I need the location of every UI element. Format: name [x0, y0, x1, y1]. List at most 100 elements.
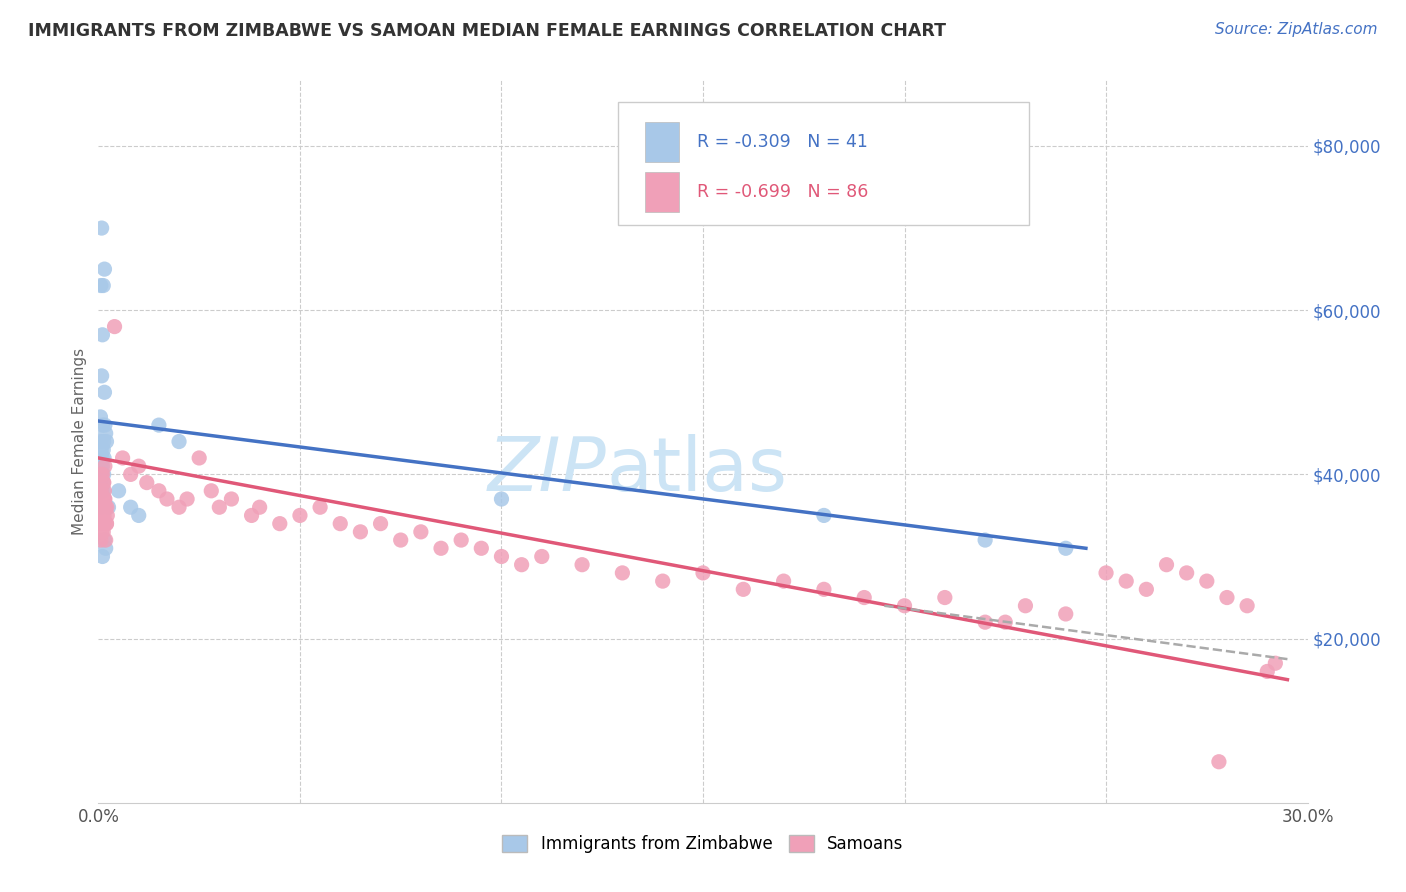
- Point: [96, 516, 118, 531]
- Text: ZIP: ZIP: [488, 434, 606, 507]
- Point: [1216, 591, 1239, 605]
- Point: [91, 418, 114, 433]
- Point: [111, 450, 134, 465]
- Point: [128, 459, 150, 474]
- Point: [430, 541, 453, 556]
- Point: [389, 533, 412, 547]
- Point: [349, 524, 371, 539]
- Point: [91, 442, 114, 457]
- Point: [93, 500, 115, 515]
- Point: [89, 475, 111, 490]
- Point: [156, 491, 179, 506]
- Text: atlas: atlas: [606, 434, 787, 507]
- Point: [94, 426, 117, 441]
- Point: [94, 418, 117, 433]
- Point: [1014, 599, 1036, 613]
- Point: [90, 434, 112, 449]
- Point: [370, 516, 392, 531]
- Point: [93, 533, 115, 547]
- Point: [93, 491, 115, 506]
- Point: [208, 500, 231, 515]
- Text: R = -0.699   N = 86: R = -0.699 N = 86: [697, 183, 869, 202]
- Point: [91, 475, 114, 490]
- Point: [120, 500, 142, 515]
- Point: [221, 491, 243, 506]
- Point: [89, 409, 111, 424]
- Point: [91, 327, 114, 342]
- Point: [93, 467, 115, 482]
- Point: [90, 516, 112, 531]
- Point: [813, 508, 835, 523]
- Point: [93, 483, 115, 498]
- Point: [651, 574, 673, 588]
- Y-axis label: Median Female Earnings: Median Female Earnings: [72, 348, 87, 535]
- Point: [96, 516, 118, 531]
- Point: [974, 615, 997, 630]
- Point: [96, 434, 118, 449]
- Point: [91, 508, 114, 523]
- Point: [269, 516, 291, 531]
- Point: [974, 533, 997, 547]
- Point: [93, 508, 115, 523]
- Point: [450, 533, 472, 547]
- Point: [1256, 665, 1278, 679]
- Point: [530, 549, 553, 564]
- Point: [94, 541, 117, 556]
- FancyBboxPatch shape: [645, 172, 679, 212]
- Point: [853, 591, 876, 605]
- Point: [1054, 607, 1077, 621]
- Point: [93, 434, 115, 449]
- Point: [288, 508, 311, 523]
- Point: [994, 615, 1017, 630]
- Point: [1175, 566, 1198, 580]
- Point: [94, 491, 117, 506]
- Point: [93, 475, 115, 490]
- Point: [148, 483, 170, 498]
- Point: [90, 221, 112, 235]
- Point: [91, 500, 114, 515]
- Point: [91, 459, 114, 474]
- Point: [1208, 755, 1230, 769]
- Point: [167, 434, 190, 449]
- Point: [94, 533, 117, 547]
- Point: [90, 533, 112, 547]
- Point: [89, 483, 111, 498]
- Point: [249, 500, 271, 515]
- Point: [329, 516, 352, 531]
- Point: [91, 500, 114, 515]
- Point: [93, 516, 115, 531]
- Point: [491, 549, 513, 564]
- Point: [90, 442, 112, 457]
- Point: [934, 591, 956, 605]
- Point: [612, 566, 634, 580]
- Point: [90, 467, 112, 482]
- Point: [90, 467, 112, 482]
- Point: [893, 599, 915, 613]
- Point: [90, 368, 112, 383]
- Point: [93, 262, 115, 277]
- Point: [128, 508, 150, 523]
- Legend: Immigrants from Zimbabwe, Samoans: Immigrants from Zimbabwe, Samoans: [495, 828, 911, 860]
- Point: [91, 450, 114, 465]
- Point: [91, 524, 114, 539]
- Point: [89, 491, 111, 506]
- Point: [309, 500, 332, 515]
- Point: [91, 483, 114, 498]
- Point: [772, 574, 794, 588]
- Text: R = -0.309   N = 41: R = -0.309 N = 41: [697, 133, 868, 151]
- Point: [188, 450, 211, 465]
- Point: [107, 483, 129, 498]
- Point: [1156, 558, 1178, 572]
- Point: [93, 385, 115, 400]
- FancyBboxPatch shape: [645, 122, 679, 161]
- Point: [91, 491, 114, 506]
- Point: [97, 500, 120, 515]
- Point: [1095, 566, 1118, 580]
- Point: [90, 524, 112, 539]
- Text: IMMIGRANTS FROM ZIMBABWE VS SAMOAN MEDIAN FEMALE EARNINGS CORRELATION CHART: IMMIGRANTS FROM ZIMBABWE VS SAMOAN MEDIA…: [28, 22, 946, 40]
- Point: [571, 558, 593, 572]
- Point: [96, 500, 118, 515]
- Point: [200, 483, 222, 498]
- Point: [409, 524, 432, 539]
- Point: [91, 467, 114, 482]
